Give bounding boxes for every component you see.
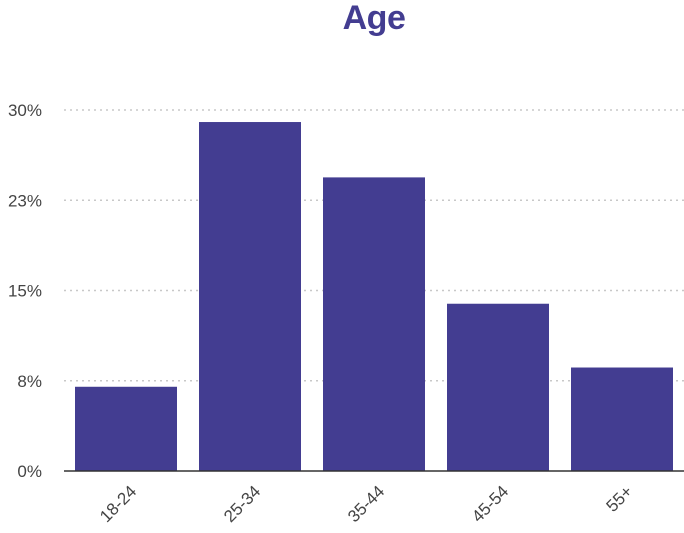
bar-45-54: [447, 303, 549, 471]
x-tick-label: 45-54: [468, 482, 512, 526]
bars: [75, 122, 673, 472]
x-tick-labels: 18-24 25-34 35-44 45-54 55+: [96, 482, 636, 526]
y-tick-labels: 0% 8% 15% 23% 30%: [8, 101, 42, 481]
y-tick-label: 30%: [8, 101, 42, 120]
y-tick-label: 0%: [17, 462, 42, 481]
chart-title: Age: [342, 0, 406, 37]
y-tick-label: 15%: [8, 282, 42, 301]
y-tick-label: 23%: [8, 191, 42, 210]
x-tick-label: 55+: [602, 482, 636, 516]
bar-25-34: [199, 122, 301, 472]
bar-18-24: [75, 386, 177, 471]
bar-55+: [571, 367, 673, 471]
x-tick-label: 18-24: [96, 482, 140, 526]
bar-35-44: [323, 177, 425, 472]
x-tick-label: 25-34: [220, 482, 264, 526]
x-tick-label: 35-44: [344, 482, 388, 526]
y-tick-label: 8%: [17, 372, 42, 391]
